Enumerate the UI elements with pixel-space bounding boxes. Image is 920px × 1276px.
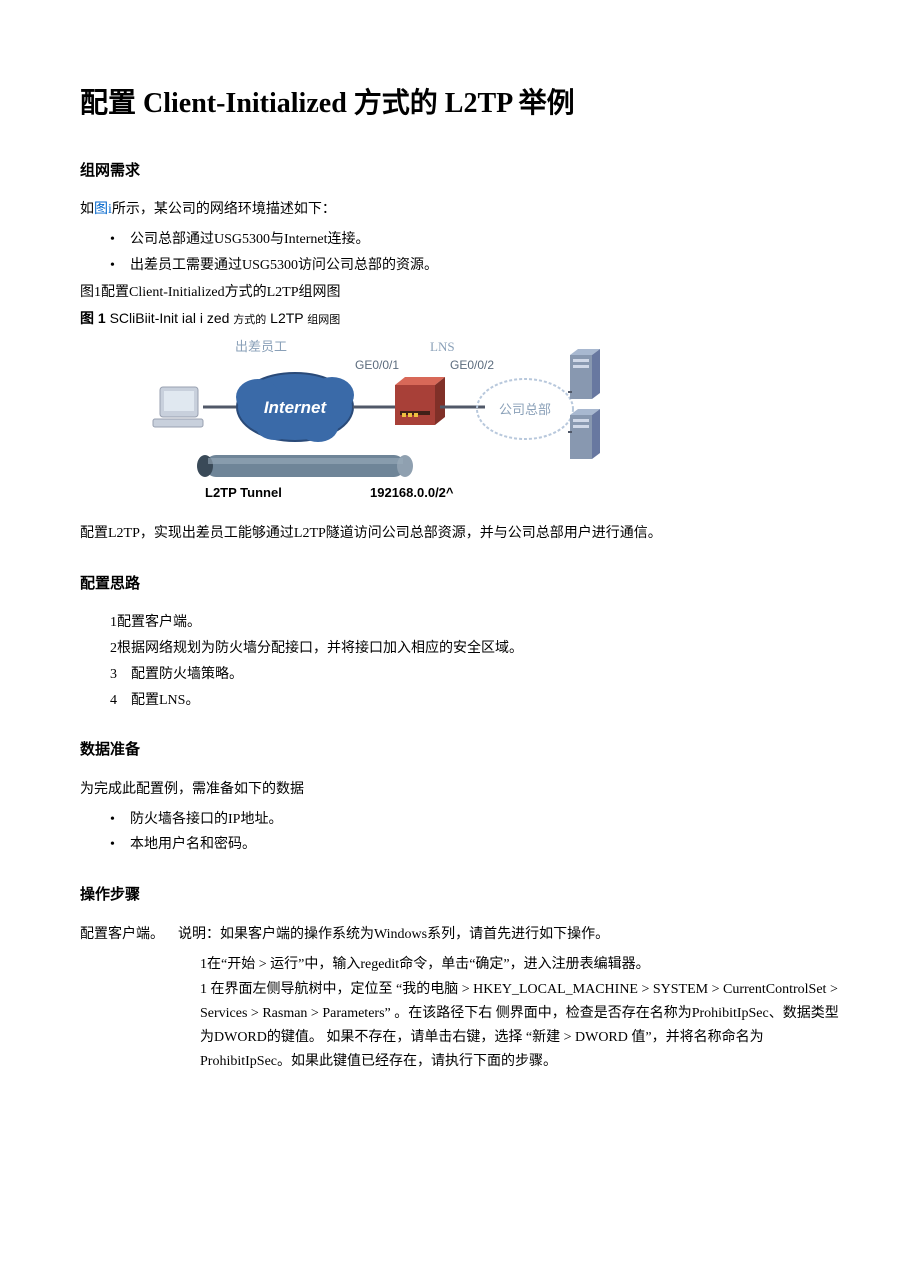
- intro-paragraph: 如图i所示，某公司的网络环境描述如下：: [80, 198, 840, 222]
- server-icon: [570, 349, 600, 399]
- figure-caption: 图 1 SCliBiit-Init ial i zed 方式的 L2TP 组网图: [80, 307, 840, 331]
- list-item: 1在“开始 > 运行”中，输入regedit命令，单击“确定”，进入注册表编辑器…: [200, 953, 840, 977]
- network-req-list: 公司总部通过USG5300与Internet连接。 出差员工需要通过USG530…: [110, 228, 840, 278]
- tunnel-icon: [197, 455, 413, 477]
- steps-detail: 1在“开始 > 运行”中，输入regedit命令，单击“确定”，进入注册表编辑器…: [200, 953, 840, 1074]
- fig-caption-main: SCliBiit-Init ial i zed: [110, 310, 234, 326]
- list-item: 2根据网络规划为防火墙分配接口，并将接口加入相应的安全区域。: [110, 637, 840, 661]
- fig-caption-tail: L2TP: [266, 310, 307, 326]
- list-item: 4 配置LNS。: [110, 689, 840, 713]
- list-item: 公司总部通过USG5300与Internet连接。: [110, 228, 840, 252]
- svg-text:出差员工: 出差员工: [235, 339, 287, 354]
- list-item: 本地用户名和密码。: [110, 833, 840, 857]
- list-item: 防火墙各接口的IP地址。: [110, 808, 840, 832]
- svg-text:公司总部: 公司总部: [499, 402, 551, 417]
- config-idea-list: 1配置客户端。 2根据网络规划为防火墙分配接口，并将接口加入相应的安全区域。 3…: [110, 611, 840, 712]
- list-item: 出差员工需要通过USG5300访问公司总部的资源。: [110, 254, 840, 278]
- router-icon: [395, 377, 445, 425]
- section-heading-network-req: 组网需求: [80, 158, 840, 184]
- data-prep-list: 防火墙各接口的IP地址。 本地用户名和密码。: [110, 808, 840, 858]
- page-title: 配置 Client-Initialized 方式的 L2TP 举例: [80, 80, 840, 128]
- svg-text:L2TP Tunnel: L2TP Tunnel: [205, 485, 282, 500]
- fig-caption-small: 方式的: [233, 314, 266, 326]
- svg-text:LNS: LNS: [430, 339, 455, 354]
- svg-text:GE0/0/1: GE0/0/1: [355, 358, 399, 372]
- svg-text:Internet: Internet: [264, 398, 328, 417]
- hq-cloud-icon: 公司总部: [477, 379, 573, 439]
- svg-text:192168.0.0/2^: 192168.0.0/2^: [370, 485, 454, 500]
- list-item: 3 配置防火墙策略。: [110, 663, 840, 687]
- section-heading-config-idea: 配置思路: [80, 571, 840, 597]
- data-prep-intro: 为完成此配置例，需准备如下的数据: [80, 778, 840, 802]
- figure-link[interactable]: 图i: [94, 202, 112, 217]
- intro-pre: 如: [80, 202, 94, 217]
- list-item: 1 在界面左侧导航树中，定位至 “我的电脑 > HKEY_LOCAL_MACHI…: [200, 978, 840, 1073]
- server-icon: [570, 409, 600, 459]
- pc-icon: [153, 387, 203, 427]
- list-item: 1配置客户端。: [110, 611, 840, 635]
- svg-text:GE0/0/2: GE0/0/2: [450, 358, 494, 372]
- intro-post: 所示，某公司的网络环境描述如下：: [112, 202, 336, 217]
- steps-line1: 配置客户端。 说明：如果客户端的操作系统为Windows系列，请首先进行如下操作…: [80, 923, 840, 947]
- fig-caption-small2: 组网图: [307, 314, 340, 326]
- figure-label: 图1配置Client-Initialized方式的L2TP组网图: [80, 281, 840, 305]
- fig-caption-prefix: 图 1: [80, 310, 106, 326]
- section-heading-data-prep: 数据准备: [80, 737, 840, 763]
- internet-cloud-icon: Internet: [236, 373, 354, 442]
- sec1-after: 配置L2TP，实现出差员工能够通过L2TP隧道访问公司总部资源，并与公司总部用户…: [80, 522, 840, 546]
- section-heading-steps: 操作步骤: [80, 882, 840, 908]
- network-diagram: 出差员工 LNS GE0/0/1 GE0/0/2 Internet 公司总部: [140, 337, 620, 516]
